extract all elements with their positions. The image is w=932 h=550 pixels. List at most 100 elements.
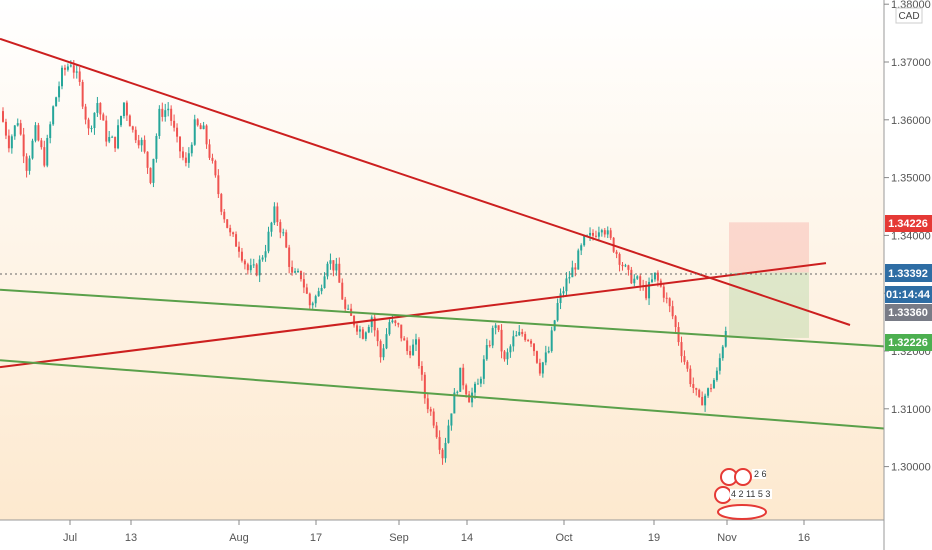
candle <box>447 419 450 444</box>
candle <box>627 264 630 276</box>
candle <box>497 325 500 333</box>
candle <box>176 123 179 143</box>
candle <box>417 337 420 369</box>
candle <box>671 300 674 320</box>
candle <box>456 390 459 395</box>
candle <box>373 313 376 337</box>
events-count-box <box>752 469 766 479</box>
candle <box>16 118 19 127</box>
candle <box>99 102 102 120</box>
trendline[interactable] <box>0 262 827 369</box>
currency-text: CAD <box>898 11 919 22</box>
stop-badge <box>885 334 932 351</box>
candle <box>78 67 81 86</box>
candle <box>583 235 586 247</box>
candle <box>594 230 597 238</box>
trendline[interactable] <box>0 288 885 348</box>
candle <box>710 383 712 393</box>
candle <box>474 381 476 399</box>
candle <box>512 330 515 352</box>
flag-icon <box>714 486 732 504</box>
candle <box>415 333 417 352</box>
candle <box>639 273 642 291</box>
price-axis[interactable]: 1.380001.370001.360001.350001.340001.330… <box>884 0 931 474</box>
stop-price: 1.32226 <box>888 337 928 349</box>
candle <box>385 328 388 350</box>
candle <box>580 243 583 256</box>
candle <box>217 169 220 199</box>
time-axis[interactable]: Jul 13 Aug 17 Sep 14 Oct 19 Nov 16 <box>63 520 810 544</box>
candle <box>721 344 724 361</box>
trendlines[interactable] <box>0 37 885 430</box>
candle <box>559 288 562 310</box>
y-tick-label: 1.34000 <box>891 230 931 242</box>
candle <box>288 244 291 274</box>
candle <box>143 135 146 154</box>
candle <box>674 314 677 333</box>
candle <box>680 336 683 363</box>
candle <box>140 137 143 152</box>
candle <box>96 96 99 117</box>
candle <box>279 219 282 239</box>
candle <box>367 324 370 334</box>
y-tick-label: 1.38000 <box>891 0 931 11</box>
candle <box>58 81 61 102</box>
candle <box>19 119 22 136</box>
candle <box>205 124 208 149</box>
candle <box>181 146 184 161</box>
candle <box>90 125 93 133</box>
candle <box>524 331 527 342</box>
candle <box>412 339 415 356</box>
candle <box>323 272 326 289</box>
candle <box>450 413 453 431</box>
candle <box>243 259 246 270</box>
candle <box>246 262 249 275</box>
candle <box>621 262 624 271</box>
candle <box>111 135 114 138</box>
candle <box>34 122 37 143</box>
candle <box>120 115 122 128</box>
position-tool[interactable] <box>729 222 809 338</box>
candle <box>662 284 665 303</box>
price-badges: 1.34226 1.33392 01:14:44 1.33360 1.32226 <box>885 215 932 351</box>
candle <box>46 134 49 168</box>
candle <box>698 388 701 398</box>
candle <box>335 257 338 276</box>
candle <box>4 118 7 140</box>
candle <box>400 324 403 342</box>
candle <box>577 248 580 270</box>
candle <box>485 338 488 361</box>
candle <box>229 224 232 237</box>
candle <box>589 227 592 242</box>
candle <box>7 129 10 153</box>
candle <box>689 365 692 387</box>
candle <box>518 325 521 336</box>
candle <box>648 277 651 306</box>
trendline[interactable] <box>0 359 885 430</box>
candle <box>211 153 214 164</box>
candle <box>429 406 432 416</box>
target-price: 1.34226 <box>888 218 928 230</box>
candle <box>550 326 553 353</box>
candle <box>409 345 412 359</box>
candle <box>199 123 202 130</box>
candle <box>521 328 524 337</box>
candle <box>394 319 397 327</box>
candle <box>37 122 40 142</box>
candle <box>668 297 671 313</box>
candle <box>432 408 435 429</box>
candle <box>149 167 152 185</box>
candle <box>270 221 273 237</box>
candle <box>630 266 633 285</box>
candle <box>282 228 285 237</box>
candle <box>506 348 509 365</box>
candle <box>61 65 63 90</box>
candle <box>87 117 90 135</box>
candle <box>63 64 66 76</box>
candle <box>93 112 96 135</box>
candle <box>453 388 456 414</box>
economic-events[interactable]: 2 6 4 2 11 5 3 <box>714 468 772 520</box>
countdown: 01:14:44 <box>886 289 931 301</box>
